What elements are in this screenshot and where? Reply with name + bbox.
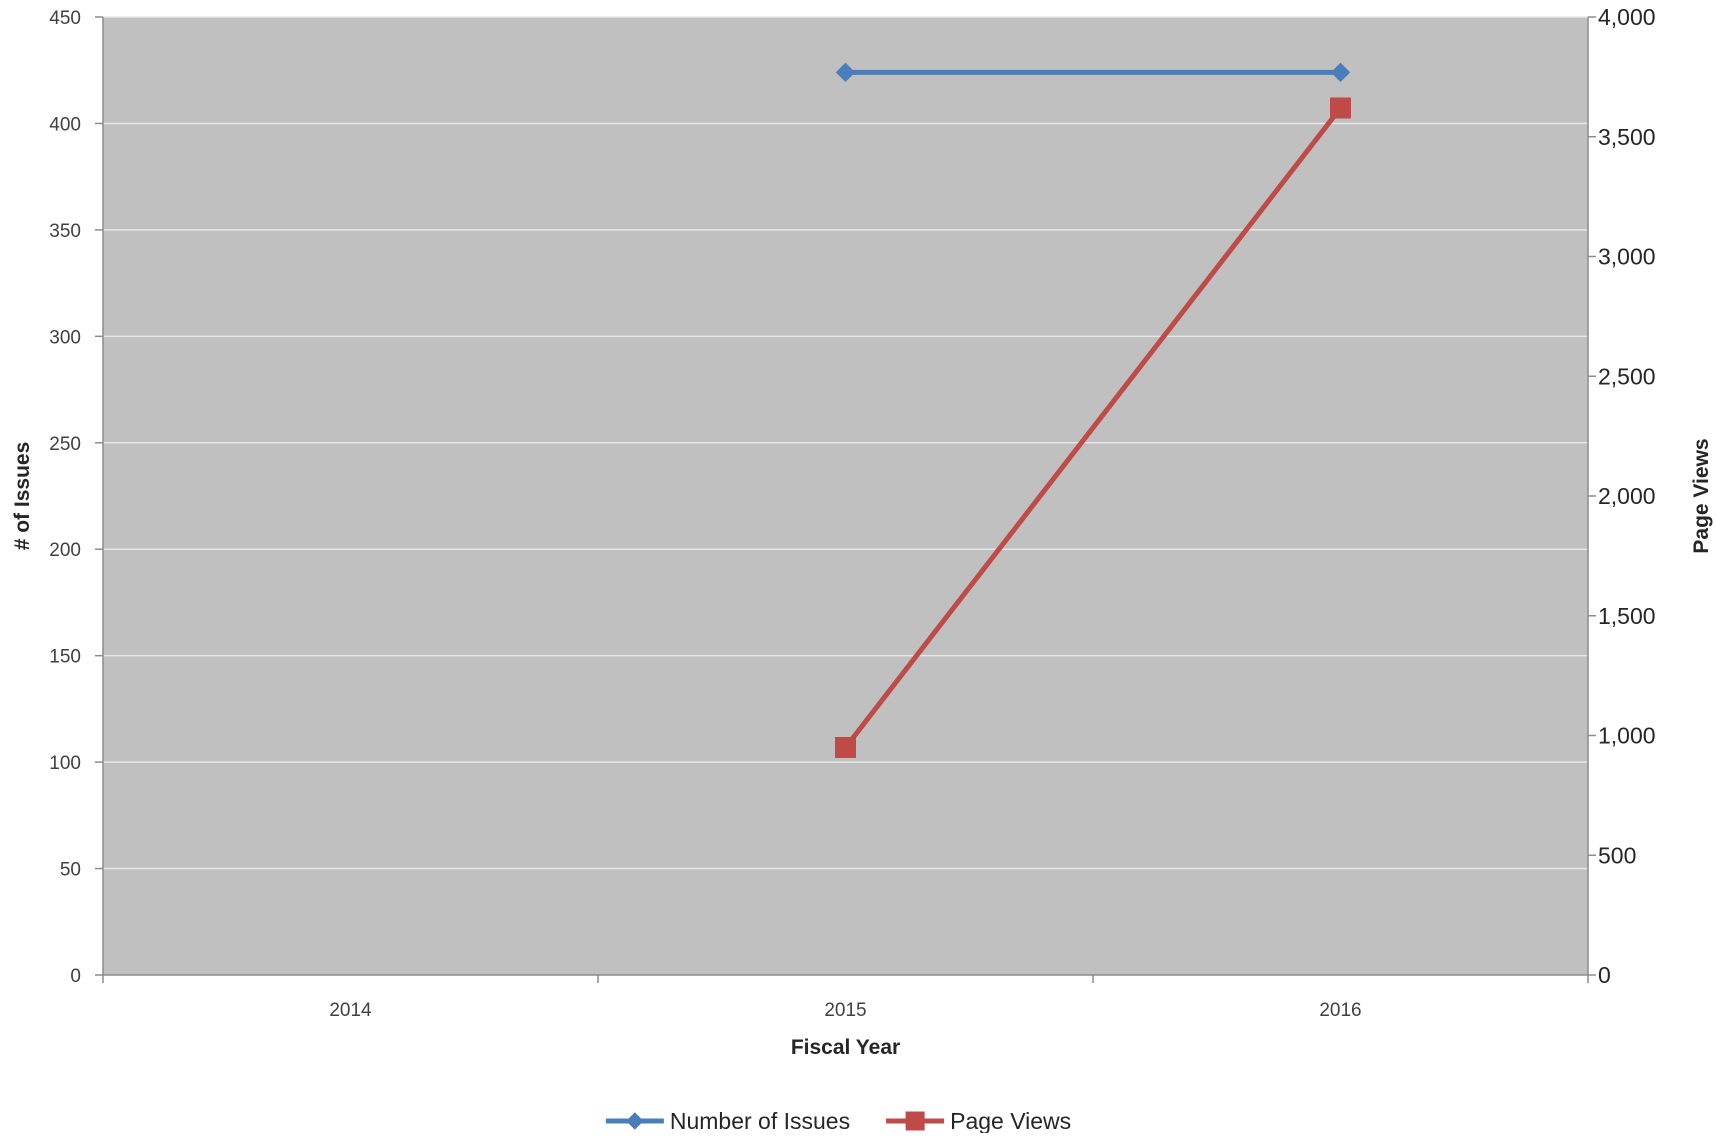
- legend-label: Page Views: [950, 1108, 1071, 1133]
- right-tick-label: 3,500: [1598, 124, 1656, 150]
- right-tick-label: 500: [1598, 842, 1636, 868]
- data-point-number-of-issues: [1330, 62, 1351, 83]
- left-tick-label: 50: [60, 860, 81, 881]
- left-tick-label: 450: [49, 8, 81, 29]
- left-tick-label: 250: [49, 434, 81, 455]
- gridlines: [103, 16, 1588, 870]
- series-line-page-views: [843, 106, 1343, 750]
- y2-axis-title: Page Views: [1690, 438, 1713, 553]
- right-tick-label: 3,000: [1598, 244, 1656, 270]
- legend-label: Number of Issues: [670, 1108, 850, 1133]
- y-axis-title: # of Issues: [11, 442, 34, 551]
- x-tick-label: 2014: [329, 1000, 372, 1021]
- legend: Number of Issues Page Views: [605, 1108, 1071, 1134]
- left-tick-label: 0: [70, 966, 81, 987]
- x-axis-ticks: 2014 2015 2016: [102, 975, 1589, 1021]
- data-point-page-views: [835, 736, 856, 758]
- right-tick-label: 1,000: [1598, 723, 1656, 749]
- legend-item-page-views: Page Views: [886, 1108, 1071, 1134]
- series-layer: [835, 62, 1351, 758]
- left-tick-label: 100: [49, 753, 81, 774]
- right-tick-label: 2,500: [1598, 363, 1656, 389]
- right-tick-label: 2,000: [1598, 483, 1656, 509]
- left-tick-label: 300: [49, 327, 81, 348]
- right-tick-label: 4,000: [1598, 4, 1656, 30]
- left-tick-label: 150: [49, 647, 81, 668]
- legend-swatch-marker: [905, 1111, 925, 1131]
- right-axis-ticks: 0 500 1,000 1,500 2,000 2,500 3,000 3,500 4,000: [1588, 4, 1656, 988]
- x-axis-title: Fiscal Year: [791, 1036, 900, 1059]
- data-point-page-views: [1330, 97, 1351, 119]
- legend-swatch-marker: [626, 1112, 644, 1130]
- right-tick-label: 0: [1598, 962, 1611, 988]
- left-tick-label: 400: [49, 114, 81, 135]
- left-tick-label: 200: [49, 540, 81, 561]
- left-axis-ticks: 0 50 100 150 200 250 300 350 400 450: [49, 8, 103, 987]
- data-point-number-of-issues: [835, 62, 856, 83]
- legend-item-number-of-issues: Number of Issues: [605, 1108, 850, 1134]
- plot-area: [103, 17, 1588, 975]
- x-tick-label: 2016: [1319, 1000, 1361, 1021]
- right-tick-label: 1,500: [1598, 603, 1656, 629]
- x-tick-label: 2015: [824, 1000, 866, 1021]
- left-tick-label: 350: [49, 221, 81, 242]
